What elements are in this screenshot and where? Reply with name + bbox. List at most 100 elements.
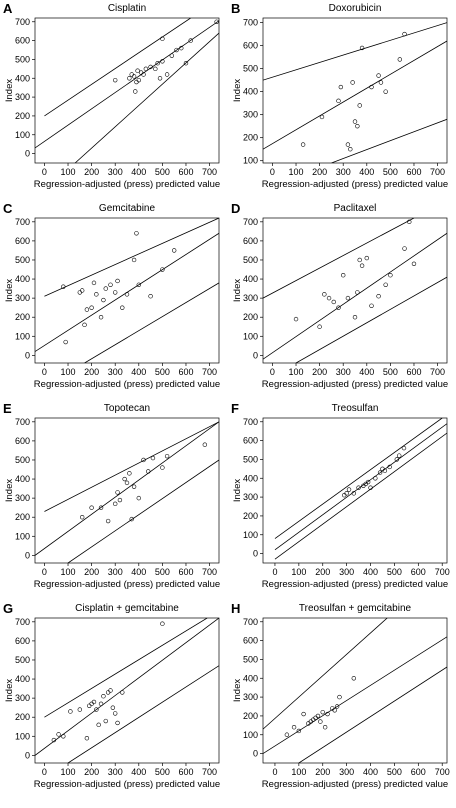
fit-line	[274, 432, 447, 560]
fit-line	[263, 618, 388, 730]
fit-line	[44, 18, 191, 117]
y-tick-label: 100	[15, 731, 30, 741]
x-tick-label: 300	[339, 767, 354, 777]
y-tick-label: 200	[15, 111, 30, 121]
y-tick-label: 700	[243, 617, 258, 627]
y-tick-label: 0	[253, 350, 258, 360]
plot-frame	[34, 17, 220, 164]
y-tick-label: 300	[15, 92, 30, 102]
y-tick-label: 200	[243, 511, 258, 521]
data-point	[124, 480, 130, 486]
data-point	[383, 89, 388, 94]
y-axis-label: Index	[232, 479, 243, 502]
fit-lines	[35, 618, 219, 763]
data-point	[155, 60, 160, 66]
fit-line	[263, 636, 447, 754]
data-point	[296, 728, 302, 734]
y-tick-label: 500	[15, 255, 30, 265]
data-point	[94, 707, 99, 712]
x-tick-label: 400	[131, 167, 146, 177]
y-axis-label: Index	[232, 279, 243, 302]
x-tick-label: 300	[108, 167, 123, 177]
x-tick-label: 100	[289, 367, 304, 377]
fit-line	[84, 282, 219, 363]
data-point	[98, 315, 104, 320]
data-point	[359, 263, 365, 268]
data-point	[402, 31, 407, 37]
x-tick-label: 100	[289, 167, 304, 177]
data-point	[134, 231, 139, 236]
y-tick-label: 600	[243, 41, 258, 51]
x-tick-label: 300	[339, 567, 354, 577]
x-tick-label: 500	[155, 767, 170, 777]
plot-frame	[34, 417, 220, 564]
data-point	[357, 257, 362, 263]
x-tick-label: 200	[315, 567, 330, 577]
fit-line	[295, 276, 447, 363]
x-tick-label: 500	[383, 367, 398, 377]
y-axis-label: Index	[4, 79, 15, 102]
y-tick-label: 500	[243, 255, 258, 265]
y-axis-label: Index	[4, 279, 15, 302]
panel-title: Gemcitabine	[99, 203, 156, 214]
x-tick-label: 400	[359, 367, 374, 377]
x-tick-label: 200	[84, 167, 99, 177]
data-point	[383, 282, 388, 287]
y-axis-label: Index	[4, 479, 15, 502]
data-point	[402, 246, 407, 251]
y-tick-label: 300	[243, 492, 258, 502]
x-tick-label: 500	[383, 167, 398, 177]
data-point	[79, 515, 85, 520]
y-tick-label: 500	[15, 455, 30, 465]
data-point	[127, 76, 132, 81]
x-tick-label: 700	[202, 167, 217, 177]
y-tick-label: 100	[15, 130, 30, 140]
y-tick-label: 600	[15, 436, 30, 446]
data-point	[96, 722, 101, 728]
y-axis-label: Index	[4, 679, 15, 702]
data-point	[61, 284, 66, 289]
y-axis-label: Index	[232, 79, 243, 102]
x-tick-label: 500	[387, 567, 402, 577]
y-tick-label: 200	[243, 312, 258, 322]
fit-line	[263, 22, 447, 81]
data-point	[376, 73, 381, 78]
data-point	[322, 725, 328, 730]
y-tick-label: 100	[15, 331, 30, 341]
y-tick-label: 700	[243, 18, 258, 28]
fit-line	[263, 40, 447, 150]
data-point	[377, 470, 383, 475]
data-point	[115, 490, 120, 495]
data-point	[325, 711, 330, 717]
x-tick-label: 200	[315, 767, 330, 777]
x-tick-label: 700	[430, 167, 445, 177]
x-tick-label: 500	[155, 367, 170, 377]
data-point	[317, 324, 322, 329]
data-point	[160, 267, 165, 272]
plot-frame	[262, 417, 448, 564]
fit-lines	[35, 421, 219, 563]
x-tick-label: 200	[312, 167, 327, 177]
x-tick-label: 0	[270, 367, 275, 377]
data-point	[355, 123, 360, 129]
data-point	[364, 255, 369, 261]
data-point	[113, 290, 118, 295]
data-point	[332, 708, 337, 713]
x-tick-label: 600	[411, 767, 426, 777]
data-point	[183, 60, 189, 66]
x-tick-label: 300	[108, 767, 123, 777]
y-tick-label: 600	[15, 236, 30, 246]
y-tick-label: 100	[15, 531, 30, 541]
plot-frame	[34, 217, 220, 364]
y-tick-label: 400	[15, 474, 30, 484]
x-axis-label: Regression-adjusted (press) predicted va…	[34, 779, 220, 790]
x-tick-label: 700	[435, 567, 450, 577]
data-point	[174, 47, 179, 53]
fit-line	[44, 218, 219, 297]
x-tick-label: 100	[61, 367, 76, 377]
data-point	[131, 257, 137, 263]
y-tick-label: 0	[25, 750, 30, 760]
panel-letter: H	[231, 601, 240, 616]
data-point	[124, 292, 130, 297]
data-point	[160, 59, 165, 64]
